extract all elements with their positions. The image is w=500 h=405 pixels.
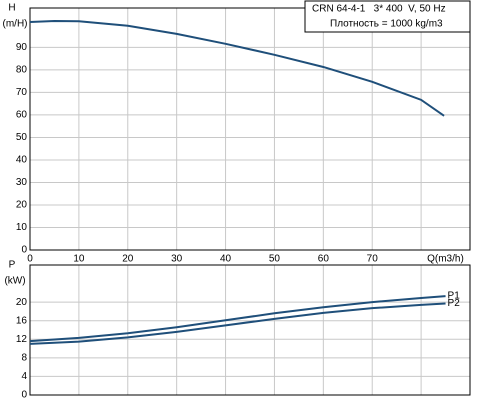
x-tick-label: 30 [171, 254, 183, 265]
y-tick-label: 4 [21, 371, 27, 382]
y-tick-label: 40 [16, 155, 28, 166]
plot-area [30, 265, 470, 395]
x-tick-label: 0 [27, 254, 33, 265]
plot-frame [29, 264, 471, 396]
plot-area [30, 8, 470, 250]
info-line: CRN 64-4-1 3* 400 V, 50 Hz [312, 4, 446, 15]
y-axis-label: (m/H) [3, 19, 28, 30]
x-tick-label: 60 [318, 254, 330, 265]
y-tick-label: 50 [16, 132, 28, 143]
y-tick-label: 80 [16, 65, 28, 76]
x-tick-label: 40 [220, 254, 232, 265]
y-tick-label: 0 [21, 390, 27, 400]
y-tick-label: 60 [16, 110, 28, 121]
curve [29, 295, 446, 343]
curve [29, 20, 445, 117]
x-tick-label: 10 [73, 254, 85, 265]
x-tick-label: 50 [269, 254, 281, 265]
y-tick-label: 0 [21, 245, 27, 256]
plot-frame [29, 7, 471, 251]
y-tick-label: 8 [21, 352, 27, 363]
y-tick-label: 16 [16, 315, 28, 326]
curve [29, 302, 446, 345]
x-tick-label: 20 [122, 254, 134, 265]
y-axis-label: P [9, 260, 16, 271]
y-tick-label: 20 [16, 200, 28, 211]
x-tick-label: Q(m3/h) [427, 254, 464, 265]
info-line: Плотность = 1000 kg/m3 [330, 19, 443, 30]
y-tick-label: 10 [16, 222, 28, 233]
y-tick-label: 70 [16, 87, 28, 98]
y-tick-label: 12 [16, 334, 28, 345]
series-label: P2 [448, 298, 461, 309]
series-label: P1 [448, 291, 461, 302]
y-axis-label: H [8, 3, 15, 14]
y-tick-label: 20 [16, 297, 28, 308]
x-tick-label: 70 [367, 254, 379, 265]
info-box [304, 0, 471, 33]
y-tick-label: 90 [16, 42, 28, 53]
y-axis-label: (kW) [4, 276, 25, 287]
y-tick-label: 30 [16, 177, 28, 188]
